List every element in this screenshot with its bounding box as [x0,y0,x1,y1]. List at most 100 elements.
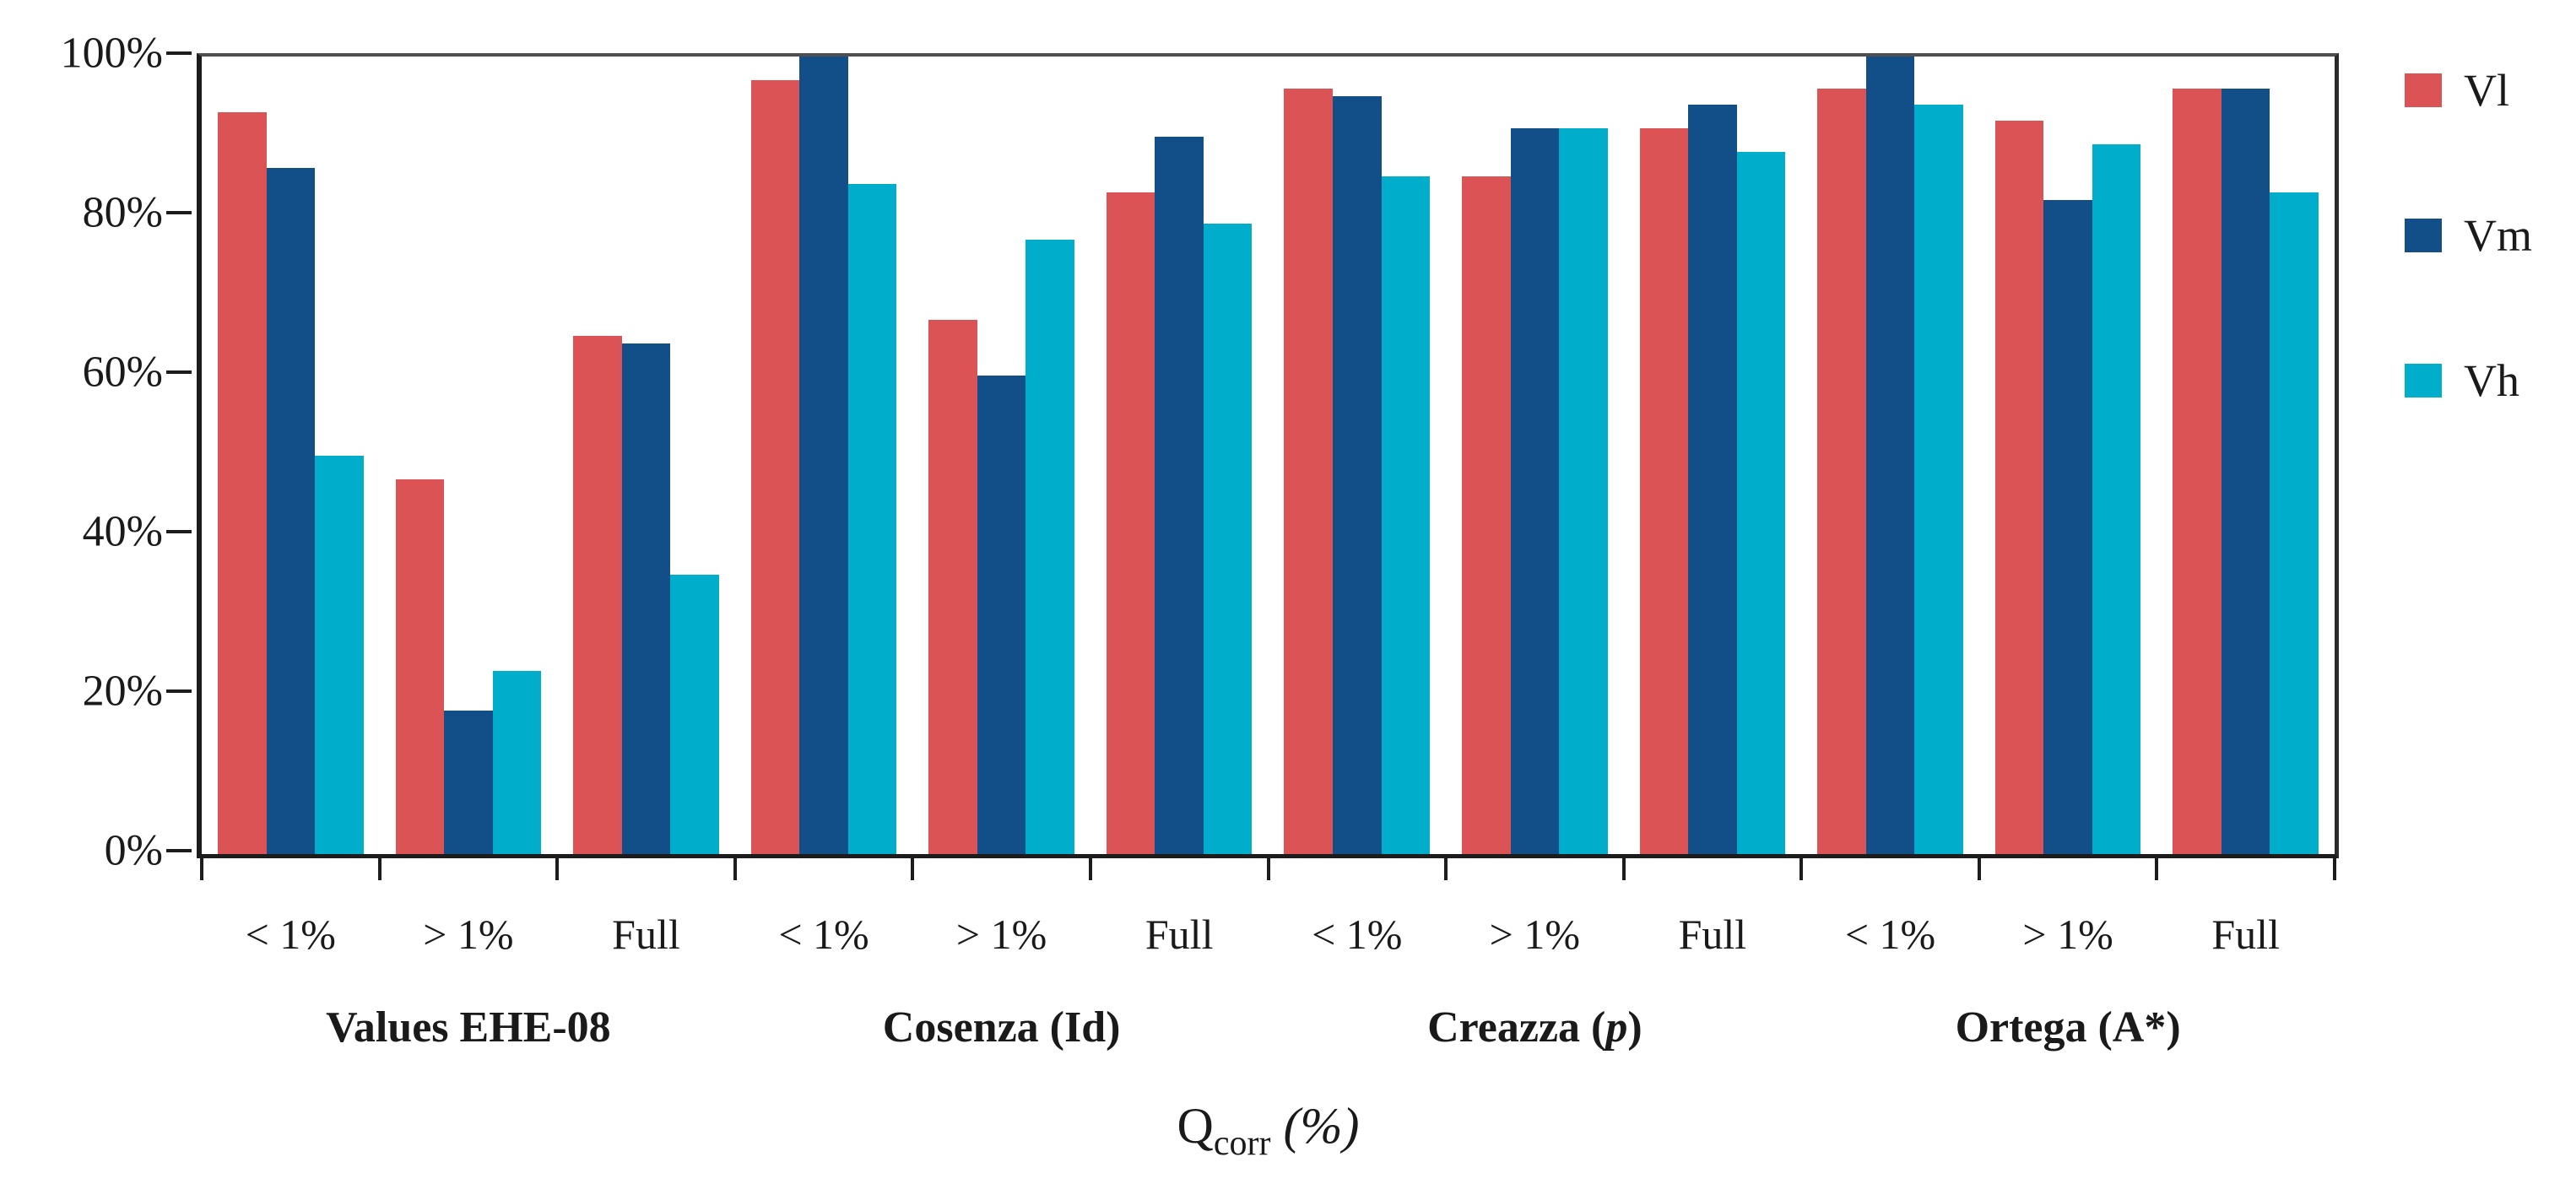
bar-Vh [492,670,542,854]
bar-Vl [1817,88,1866,854]
bar-Vh [670,575,719,854]
legend-swatch [2405,219,2442,252]
legend: Vl Vm Vh [2405,68,2532,403]
bar-Vm [2221,88,2270,854]
bar-cluster [1446,57,1624,854]
bar-Vm [1155,136,1204,854]
bar-Vl [928,319,977,854]
bar-Vm [621,343,671,854]
x-axis-tick [911,855,915,880]
bar-Vh [1203,224,1253,854]
bar-Vl [1284,88,1333,854]
x-axis-tick [377,855,382,880]
bar-Vl [2173,88,2222,854]
x-axis-tick [2155,855,2159,880]
bar-Vl [573,335,622,854]
bar-Vl [1106,192,1155,854]
bar-Vm [977,376,1026,854]
x-axis-tick [1799,855,1804,880]
legend-swatch [2405,364,2442,397]
group-label: Values EHE-08 [326,1003,611,1052]
legend-item: Vm [2405,213,2532,258]
category-label: Full [612,911,680,958]
y-axis-tick [166,51,192,55]
category-label: > 1% [2022,911,2113,958]
x-axis-tick [1621,855,1626,880]
y-axis-label: 80% [82,188,163,237]
y-axis-tick [166,211,192,214]
x-axis-title-main: Q [1177,1098,1214,1154]
x-axis-title-unit: (%) [1270,1098,1360,1154]
category-label: > 1% [423,911,514,958]
bar-Vl [218,112,267,854]
bar-cluster [735,57,913,854]
category-label: < 1% [1844,911,1936,958]
y-axis-tick [166,849,192,852]
legend-item: Vl [2405,68,2532,113]
category-label: Full [1145,911,1214,958]
bar-Vm [2043,200,2092,854]
x-axis-tick [1977,855,1981,880]
category-label: < 1% [778,911,869,958]
bar-Vh [847,184,897,854]
x-axis-tick [1266,855,1270,880]
y-axis-label: 0% [104,826,163,875]
bar-cluster [1979,57,2157,854]
bar-cluster [380,57,558,854]
category-label: > 1% [955,911,1047,958]
bar-Vl [750,80,800,854]
bar-cluster [557,57,735,854]
x-axis-tick [1088,855,1092,880]
bar-cluster [202,57,380,854]
category-label: < 1% [245,911,336,958]
x-axis-tick [200,855,203,880]
bar-cluster [1624,57,1802,854]
bar-Vm [1510,128,1560,854]
bar-Vl [1639,128,1689,854]
category-label: Full [1678,911,1747,958]
bar-Vl [395,479,445,854]
category-label: > 1% [1489,911,1581,958]
legend-label: Vl [2464,65,2509,116]
category-label-row: < 1% > 1% Full < 1% > 1% Full < 1% > 1% Full < 1%… [202,910,2335,959]
bar-Vm [266,168,316,854]
x-axis-title-subscript: corr [1213,1124,1271,1163]
x-axis-title: Qcorr (%) [202,1097,2335,1164]
y-axis-label: 40% [82,507,163,556]
legend-swatch [2405,73,2442,107]
category-label: Full [2211,911,2280,958]
group-label: Creazza (p) [1427,1003,1642,1052]
bar-Vl [1994,120,2044,854]
bar-Vh [1559,128,1608,854]
bar-clusters [202,57,2335,854]
bar-cluster [1268,57,1446,854]
y-axis-tick [166,370,192,374]
bar-cluster [2157,57,2335,854]
plot-area [197,53,2339,858]
x-axis-tick [1444,855,1448,880]
bar-Vm [1865,57,1915,854]
legend-label: Vh [2464,355,2519,406]
category-label: < 1% [1312,911,1403,958]
group-label: Cosenza (Id) [882,1003,1121,1052]
bar-Vm [799,57,848,854]
y-axis-label: 100% [60,29,163,78]
bar-Vh [2092,143,2141,854]
bar-cluster [1090,57,1269,854]
group-label: Ortega (A*) [1955,1003,2181,1052]
bar-Vh [315,455,364,854]
y-axis-label: 60% [82,348,163,397]
bar-Vl [1462,176,1511,854]
group-label-row: Values EHE-08 Cosenza (Id) Creazza (p) Orte… [202,1003,2335,1052]
bar-Vh [1381,176,1431,854]
bar-Vm [1333,96,1382,854]
x-axis-tick [555,855,560,880]
bar-Vh [2270,192,2319,854]
bar-Vm [1688,104,1737,854]
bar-cluster [912,57,1090,854]
legend-label: Vm [2464,210,2532,261]
y-axis-tick [166,530,192,533]
bar-Vm [444,710,493,854]
bar-Vh [1914,104,1963,854]
